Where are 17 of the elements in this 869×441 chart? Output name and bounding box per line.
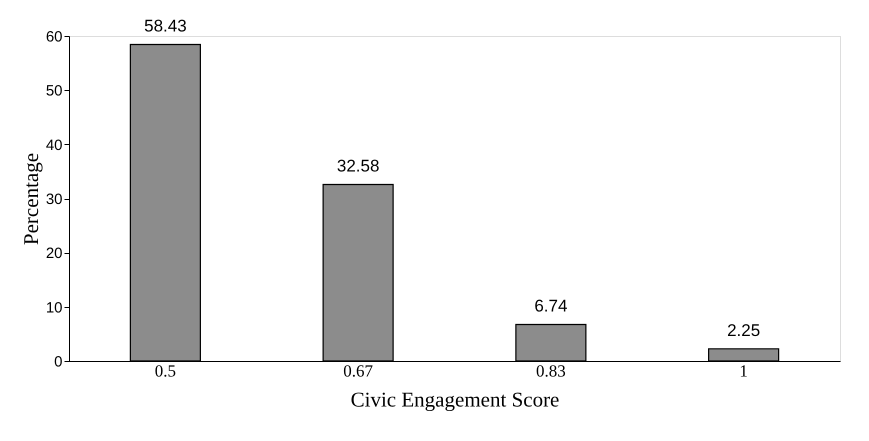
x-tick-label: 1 [739,362,748,380]
x-tick-label: 0.5 [154,362,176,380]
data-label: 6.74 [534,296,568,316]
data-label: 58.43 [144,16,187,36]
y-tick-label: 30 [46,191,62,208]
y-tick-label: 40 [46,136,62,154]
x-axis-title: Civic Engagement Score [350,388,560,412]
data-label: 32.58 [336,156,380,176]
data-label: 2.25 [727,320,760,340]
y-tick-label: 0 [54,354,62,370]
y-tick-label: 10 [46,299,62,316]
y-tick-label: 20 [46,245,62,262]
y-axis-title: Percentage [18,152,43,246]
y-tick-label: 60 [46,28,62,46]
x-tick-label: 0.67 [343,362,374,380]
x-tick-label: 0.83 [536,362,566,380]
y-tick-label: 50 [46,82,62,100]
